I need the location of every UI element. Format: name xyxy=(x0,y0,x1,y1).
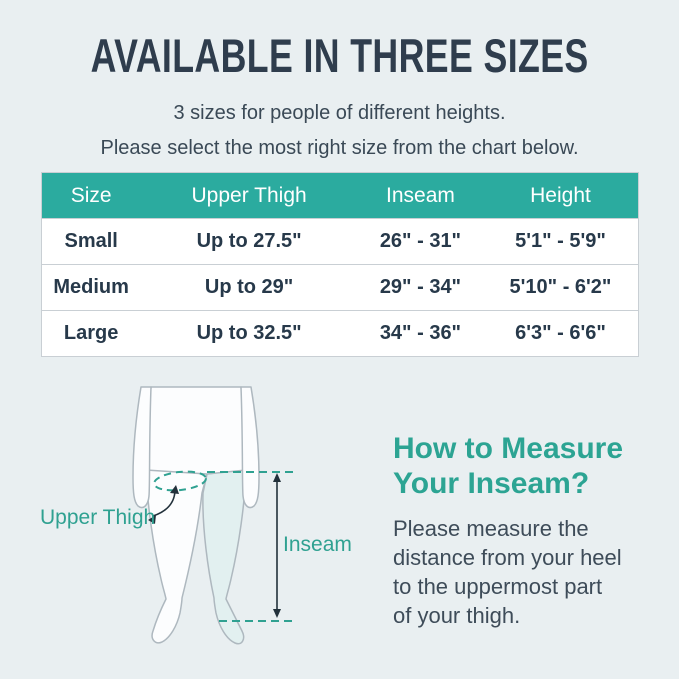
cell-size-name: Small xyxy=(64,230,118,252)
upper-thigh-measure-ellipse xyxy=(153,470,207,492)
header-cell-height: Height xyxy=(530,183,591,207)
page-title: AVAILABLE IN THREE SIZES xyxy=(90,29,589,82)
header-cell-inseam: Inseam xyxy=(386,183,455,207)
cell-inseam: 26" - 31" xyxy=(379,230,462,252)
subtitle-line-2: Please select the most right size from t… xyxy=(100,137,579,159)
cell-upper-thigh: Up to 32.5" xyxy=(196,322,302,344)
size-chart-table: Size Upper Thigh Inseam Height Small Up … xyxy=(41,172,639,357)
body-measurement-illustration xyxy=(132,386,297,645)
cell-upper-thigh: Up to 27.5" xyxy=(196,230,302,252)
howto-body-line-4: of your thigh. xyxy=(393,603,521,628)
howto-heading-line-2: Your Inseam? xyxy=(393,467,590,500)
header-cell-upper-thigh: Upper Thigh xyxy=(191,183,307,207)
subtitle-line-1: 3 sizes for people of different heights. xyxy=(173,102,506,124)
header-cell-size: Size xyxy=(70,183,112,207)
howto-heading-line-1: How to Measure xyxy=(393,432,624,465)
page-title-wrap: AVAILABLE IN THREE SIZES xyxy=(0,28,679,83)
cell-size-name: Large xyxy=(63,322,119,344)
cell-inseam: 34" - 36" xyxy=(379,322,462,344)
howto-body-line-3: to the uppermost part xyxy=(393,574,603,599)
howto-body-line-1: Please measure the xyxy=(393,516,589,541)
cell-height: 5'10" - 6'2" xyxy=(509,276,612,298)
torso-shape xyxy=(145,386,247,475)
table-row-large: Large Up to 32.5" 34" - 36" 6'3" - 6'6" xyxy=(42,310,638,356)
cell-height: 6'3" - 6'6" xyxy=(515,322,606,344)
inseam-label: Inseam xyxy=(283,533,352,556)
right-leg-shape-highlighted xyxy=(202,468,247,645)
cell-upper-thigh: Up to 29" xyxy=(204,276,294,298)
inseam-arrow xyxy=(273,473,281,618)
table-row-small: Small Up to 27.5" 26" - 31" 5'1" - 5'9" xyxy=(42,218,638,264)
left-arm-shape xyxy=(132,386,152,509)
howto-body-line-2: distance from your heel xyxy=(393,545,622,570)
subtitle: 3 sizes for people of different heights.… xyxy=(0,96,679,166)
upper-thigh-arrow xyxy=(148,485,179,524)
left-leg-shape xyxy=(145,468,208,644)
howto-body-text: Please measure the distance from your he… xyxy=(393,514,622,630)
cell-size-name: Medium xyxy=(53,276,129,298)
cell-height: 5'1" - 5'9" xyxy=(515,230,606,252)
table-header-row: Size Upper Thigh Inseam Height xyxy=(42,173,638,218)
right-arm-shape xyxy=(240,386,260,509)
howto-heading: How to Measure Your Inseam? xyxy=(393,431,623,501)
cell-inseam: 29" - 34" xyxy=(379,276,462,298)
upper-thigh-label: Upper Thigh xyxy=(40,506,156,529)
table-row-medium: Medium Up to 29" 29" - 34" 5'10" - 6'2" xyxy=(42,264,638,310)
